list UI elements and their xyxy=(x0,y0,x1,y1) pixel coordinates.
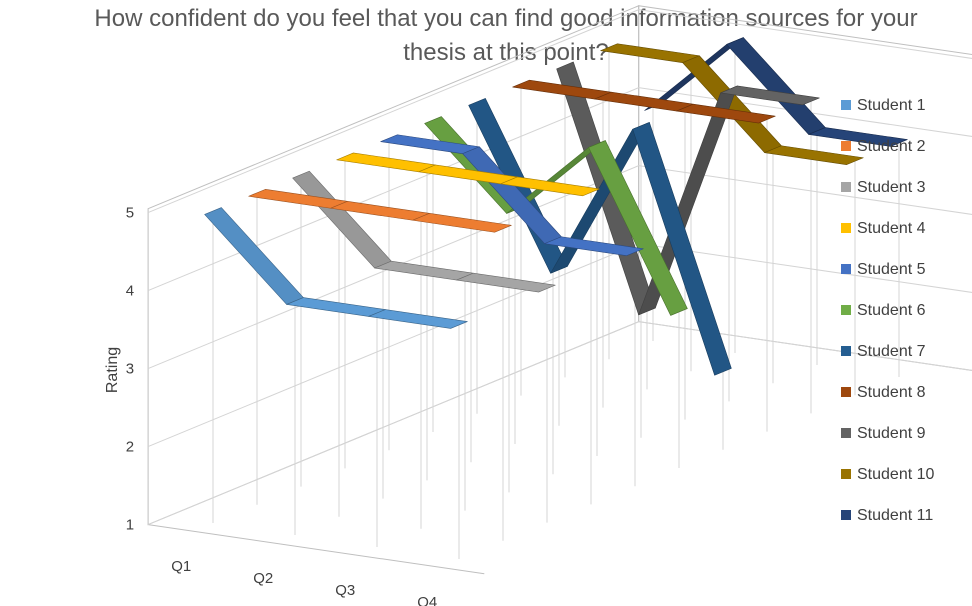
y-tick-label: 3 xyxy=(126,361,134,378)
series-ribbon xyxy=(204,207,468,329)
x-tick-label: Q2 xyxy=(253,570,273,587)
x-tick-label: Q1 xyxy=(171,558,191,575)
legend-swatch xyxy=(841,223,851,233)
chart-title-line-1: How confident do you feel that you can f… xyxy=(94,5,917,32)
x-axis-ticks: Q1 Q2 Q3 Q4 xyxy=(171,558,437,606)
legend-label: Student 11 xyxy=(857,507,933,524)
ribbon-segment xyxy=(808,127,908,147)
legend-label: Student 10 xyxy=(857,466,935,483)
y-tick-label: 1 xyxy=(126,517,134,534)
gridline xyxy=(147,87,972,292)
ribbon-segment xyxy=(588,140,688,316)
y-tick-label: 4 xyxy=(126,283,134,300)
legend-label: Student 4 xyxy=(857,220,926,237)
legend-swatch xyxy=(841,428,851,438)
legend-swatch xyxy=(841,346,851,356)
ribbon-segment xyxy=(204,207,304,305)
y-tick-label: 2 xyxy=(126,439,134,456)
series-ribbon xyxy=(468,98,732,376)
series-ribbons xyxy=(204,37,908,376)
ribbon-segment xyxy=(412,213,512,233)
ribbon-segment xyxy=(676,103,776,124)
legend-swatch xyxy=(841,182,851,192)
legend-label: Student 6 xyxy=(857,302,926,319)
x-tick-label: Q4 xyxy=(417,594,437,606)
legend-swatch xyxy=(841,510,851,520)
x-tick-label: Q3 xyxy=(335,582,355,599)
ribbon-segment xyxy=(600,43,700,63)
ribbon-segment xyxy=(500,176,600,197)
series-ribbon xyxy=(336,152,600,197)
category-axis-line xyxy=(148,524,485,575)
y-axis-title: Rating xyxy=(104,347,121,393)
series-ribbon xyxy=(248,189,512,233)
ribbon-segment xyxy=(456,272,556,293)
legend-swatch xyxy=(841,100,851,110)
ribbon-segment xyxy=(720,85,820,106)
series-ribbon xyxy=(512,79,776,124)
legend-label: Student 3 xyxy=(857,179,926,196)
ribbon-segment xyxy=(544,236,644,256)
series-ribbon xyxy=(380,134,644,256)
legend-swatch xyxy=(841,469,851,479)
legend-label: Student 9 xyxy=(857,425,926,442)
gridline xyxy=(147,321,972,526)
series-ribbon xyxy=(292,170,556,293)
ribbon-segment xyxy=(368,309,468,329)
legend-label: Student 7 xyxy=(857,343,926,360)
ribbon-segment xyxy=(632,122,732,376)
y-tick-label: 5 xyxy=(126,205,134,222)
legend-label: Student 8 xyxy=(857,384,926,401)
legend-swatch xyxy=(841,264,851,274)
legend-label: Student 1 xyxy=(857,97,926,114)
legend: Student 1 Student 2 Student 3 Student 4 Stud… xyxy=(841,97,935,524)
gridline xyxy=(147,9,972,214)
y-axis-ticks: 1 2 3 4 5 xyxy=(126,205,134,534)
ribbon-segment xyxy=(292,170,392,269)
ribbon-segment xyxy=(764,145,864,165)
legend-label: Student 5 xyxy=(857,261,926,278)
legend-label: Student 2 xyxy=(857,138,926,155)
series-ribbon xyxy=(600,43,864,165)
legend-swatch xyxy=(841,141,851,151)
chart-title-line-2: thesis at this point? xyxy=(403,39,608,66)
legend-swatch xyxy=(841,305,851,315)
ribbon-segment xyxy=(336,152,436,173)
legend-swatch xyxy=(841,387,851,397)
